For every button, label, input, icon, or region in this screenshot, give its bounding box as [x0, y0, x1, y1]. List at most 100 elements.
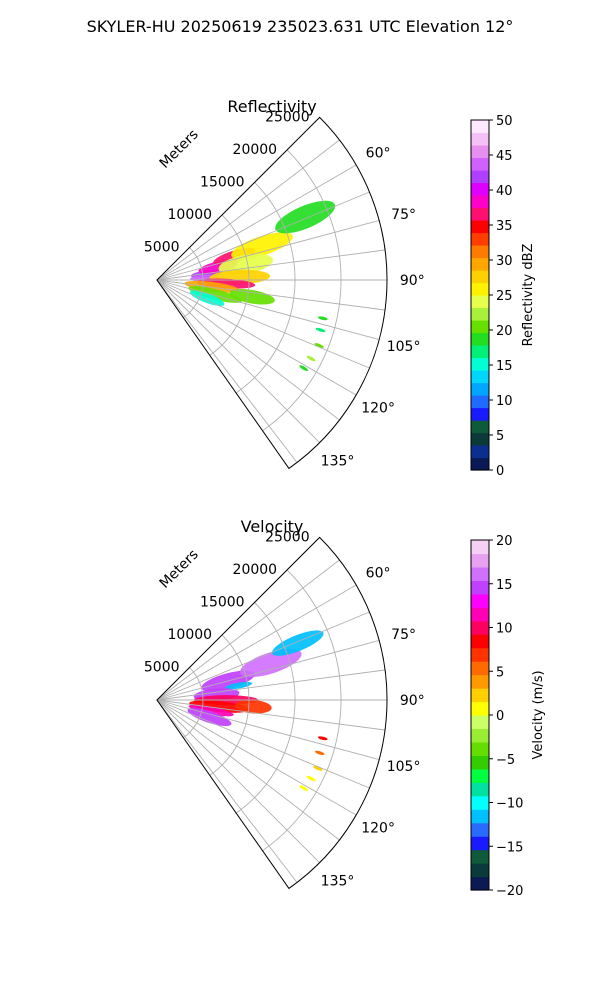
colorbar-segment: [471, 795, 489, 810]
colorbar-segment: [471, 395, 489, 409]
reflectivity-title: Reflectivity: [227, 97, 316, 116]
azimuth-spoke: [156, 164, 357, 281]
colorbar-tick-label: 10: [496, 622, 513, 637]
azimuth-spoke: [156, 699, 340, 841]
azimuth-spoke: [156, 699, 320, 863]
azimuth-spoke: [156, 220, 380, 281]
azimuth-tick-label: 60°: [366, 565, 391, 581]
echo-streak: [317, 316, 328, 321]
colorbar-segment: [471, 170, 489, 184]
echo-streak: [317, 736, 328, 741]
velocity-range-ticks: 5000 10000 15000 20000 25000: [144, 529, 310, 675]
azimuth-spoke: [156, 279, 357, 396]
azimuth-spoke: [156, 584, 357, 701]
azimuth-spoke: [156, 699, 357, 816]
colorbar-segment: [471, 593, 489, 608]
colorbar-segment: [471, 445, 489, 459]
colorbar-segment: [471, 307, 489, 321]
azimuth-tick-label: 135°: [321, 874, 355, 890]
colorbar-segment: [471, 257, 489, 271]
range-tick-label: 5000: [144, 659, 180, 675]
reflectivity-azimuth-ticks: 60° 75° 90° 105° 120° 135°: [321, 145, 425, 469]
azimuth-spoke: [156, 279, 298, 463]
velocity-panel: Velocity 5000 10000 15000 20000 25000 60° 75°…: [144, 517, 425, 890]
reflectivity-grid: [156, 139, 387, 463]
range-ring: [262, 569, 342, 852]
colorbar-tick-label: 15: [496, 359, 513, 374]
colorbar-segment: [471, 822, 489, 837]
velocity-range-axis-label: Meters: [157, 547, 202, 592]
colorbar-tick-label: 0: [496, 709, 504, 724]
colorbar-segment: [471, 232, 489, 246]
colorbar-tick-label: 20: [496, 324, 513, 339]
colorbar-segment: [471, 728, 489, 743]
velocity-grid: [156, 559, 387, 883]
azimuth-spoke: [156, 640, 380, 701]
echo-streak: [306, 775, 316, 782]
colorbar-tick-label: 5: [496, 429, 504, 444]
colorbar-tick-label: 50: [496, 114, 513, 129]
azimuth-spoke: [156, 139, 340, 281]
azimuth-spoke: [156, 191, 370, 281]
colorbar-segment: [471, 457, 489, 471]
colorbar-segment: [471, 607, 489, 622]
azimuth-tick-label: 60°: [366, 145, 391, 161]
colorbar-segment: [471, 715, 489, 730]
azimuth-tick-label: 135°: [321, 454, 355, 470]
colorbar-segment: [471, 220, 489, 234]
figure-suptitle: SKYLER-HU 20250619 235023.631 UTC Elevat…: [87, 17, 514, 36]
range-ring: [235, 182, 296, 394]
azimuth-spoke: [156, 559, 340, 701]
colorbar-segment: [471, 553, 489, 568]
colorbar-segment: [471, 876, 489, 891]
azimuth-spoke: [156, 249, 386, 281]
echo-cell: [218, 253, 274, 275]
colorbar-tick-label: −15: [496, 840, 523, 855]
azimuth-spoke: [156, 279, 320, 443]
azimuth-spoke: [156, 279, 340, 421]
range-ring: [183, 667, 204, 739]
azimuth-spoke: [156, 669, 386, 701]
range-tick-label: 10000: [168, 627, 213, 643]
colorbar-segment: [471, 701, 489, 716]
colorbar-tick-label: 25: [496, 289, 513, 304]
sector-outline: [156, 116, 388, 470]
velocity-colorbar-label: Velocity (m/s): [531, 670, 546, 759]
colorbar-tick-label: 0: [496, 464, 504, 479]
colorbar-segment: [471, 295, 489, 309]
colorbar-segment: [471, 182, 489, 196]
colorbar-segment: [471, 768, 489, 783]
echo-cell: [189, 290, 225, 306]
range-tick-label: 5000: [144, 239, 180, 255]
azimuth-tick-label: 75°: [391, 207, 416, 223]
colorbar-tick-label: −10: [496, 797, 523, 812]
colorbar-segment: [471, 580, 489, 595]
colorbar-tick-label: 10: [496, 394, 513, 409]
azimuth-tick-label: 120°: [361, 401, 395, 417]
colorbar-segment: [471, 345, 489, 359]
azimuth-tick-label: 105°: [387, 759, 421, 775]
colorbar-segment: [471, 357, 489, 371]
velocity-frame: [156, 536, 388, 890]
reflectivity-range-ticks: 5000 10000 15000 20000 25000: [144, 109, 310, 255]
colorbar-segment: [471, 195, 489, 209]
colorbar-segment: [471, 270, 489, 284]
range-tick-label: 20000: [233, 562, 278, 578]
colorbar-segment: [471, 282, 489, 296]
reflectivity-panel: Reflectivity 5000 10000 15000 20000 25000 60…: [144, 97, 425, 470]
colorbar-segment: [471, 647, 489, 662]
colorbar-tick-label: −5: [496, 753, 515, 768]
colorbar-segment: [471, 849, 489, 864]
range-ring: [183, 247, 204, 319]
echo-cell: [187, 708, 232, 727]
echo-streak: [306, 355, 316, 362]
azimuth-tick-label: 75°: [391, 627, 416, 643]
echo-streak: [299, 365, 309, 372]
range-ring: [209, 634, 250, 776]
azimuth-spoke: [156, 279, 380, 340]
velocity-title: Velocity: [241, 517, 304, 536]
echo-streak: [299, 785, 309, 792]
colorbar-tick-label: 20: [496, 534, 513, 549]
colorbar-segment: [471, 145, 489, 159]
